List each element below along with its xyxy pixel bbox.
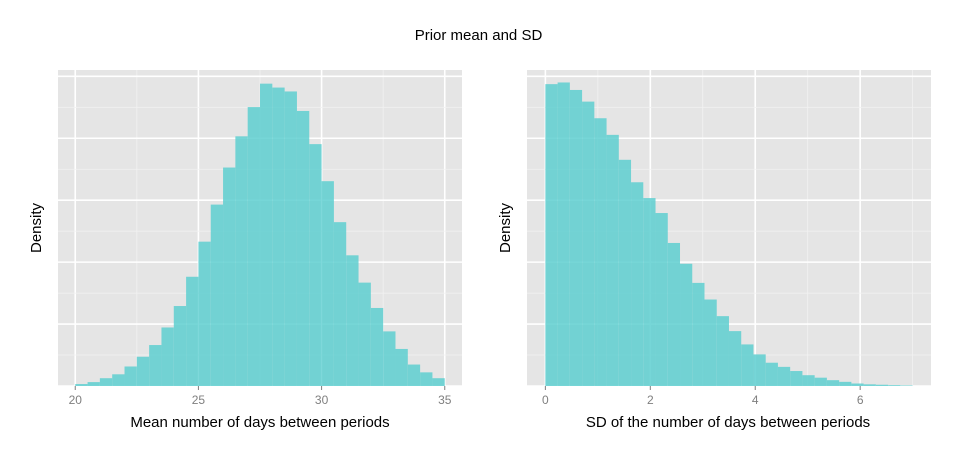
panel-left-bars <box>75 83 445 387</box>
panel-right: 0 2 4 6 SD of the number of days between pe… <box>497 70 931 431</box>
x-tick-label: 4 <box>752 393 759 407</box>
histogram-bar <box>370 307 384 386</box>
x-tick-label: 0 <box>542 393 549 407</box>
histogram-bar <box>420 372 433 386</box>
histogram-bar <box>309 144 322 386</box>
histogram-bar <box>383 331 396 386</box>
histogram-bar <box>826 380 840 386</box>
histogram-bar <box>407 364 421 386</box>
histogram-bar <box>186 276 199 386</box>
panel-right-bars <box>545 82 913 387</box>
histogram-bar <box>112 374 125 386</box>
histogram-bar <box>395 348 408 386</box>
figure-title: Prior mean and SD <box>414 27 543 44</box>
histogram-bar <box>149 345 162 386</box>
panel-left-ylabel: Density <box>28 202 45 253</box>
panel-right-xlabel: SD of the number of days between periods <box>586 414 870 431</box>
histogram-bar <box>704 299 717 386</box>
histogram-bar <box>296 110 310 387</box>
histogram-bar <box>284 91 297 386</box>
x-tick-label: 20 <box>69 393 83 407</box>
histogram-bar <box>765 362 778 386</box>
x-tick-label: 25 <box>192 393 206 407</box>
histogram-bar <box>569 89 583 387</box>
histogram-bar <box>643 198 656 386</box>
panel-left-xlabel: Mean number of days between periods <box>130 414 389 431</box>
histogram-bar <box>272 87 285 387</box>
histogram-bar <box>260 83 273 386</box>
histogram-bar <box>557 82 570 386</box>
histogram-bar <box>161 327 174 386</box>
histogram-bar <box>124 366 137 386</box>
histogram-bar <box>75 384 88 386</box>
histogram-bar <box>321 181 334 386</box>
histogram-bar <box>863 384 876 386</box>
histogram-bar <box>358 282 371 386</box>
histogram-bar <box>618 159 632 386</box>
panel-right-ticks: 0 2 4 6 <box>542 386 864 407</box>
histogram-bar <box>851 383 864 386</box>
histogram-bar <box>631 182 644 386</box>
histogram-bar <box>667 242 681 386</box>
histogram-bar <box>247 107 260 386</box>
x-tick-label: 30 <box>315 393 329 407</box>
histogram-bar <box>839 381 852 386</box>
histogram-bar <box>173 306 187 386</box>
histogram-bar <box>210 204 224 386</box>
panel-left: 20 25 30 35 Mean number of days between per… <box>28 70 462 431</box>
histogram-bar <box>87 382 100 386</box>
histogram-bar <box>198 241 211 386</box>
histogram-bar <box>346 255 359 386</box>
histogram-bar <box>802 375 815 386</box>
histogram-bar <box>814 377 827 386</box>
x-tick-label: 2 <box>647 393 654 407</box>
histogram-bar <box>136 356 150 386</box>
histogram-bar <box>223 167 236 386</box>
histogram-bar <box>728 331 742 386</box>
histogram-bar <box>545 84 558 386</box>
x-tick-label: 6 <box>857 393 864 407</box>
histogram-bar <box>875 384 889 386</box>
histogram-bar <box>753 354 766 386</box>
histogram-bar <box>777 366 791 386</box>
histogram-bar <box>692 282 705 386</box>
histogram-bar <box>741 344 754 386</box>
panel-left-ticks: 20 25 30 35 <box>69 386 452 407</box>
histogram-bar <box>594 118 607 387</box>
histogram-bar <box>606 134 619 386</box>
histogram-bar <box>99 378 113 386</box>
histogram-bar <box>235 136 248 386</box>
histogram-bar <box>432 378 445 386</box>
histogram-bar <box>582 101 595 386</box>
histogram-bar <box>716 316 729 386</box>
histogram-bar <box>680 263 693 386</box>
histogram-bar <box>333 222 347 386</box>
histogram-bar <box>888 385 901 386</box>
histogram-bar <box>655 213 668 386</box>
x-tick-label: 35 <box>438 393 452 407</box>
panel-right-ylabel: Density <box>497 202 514 253</box>
histogram-bar <box>790 371 803 386</box>
